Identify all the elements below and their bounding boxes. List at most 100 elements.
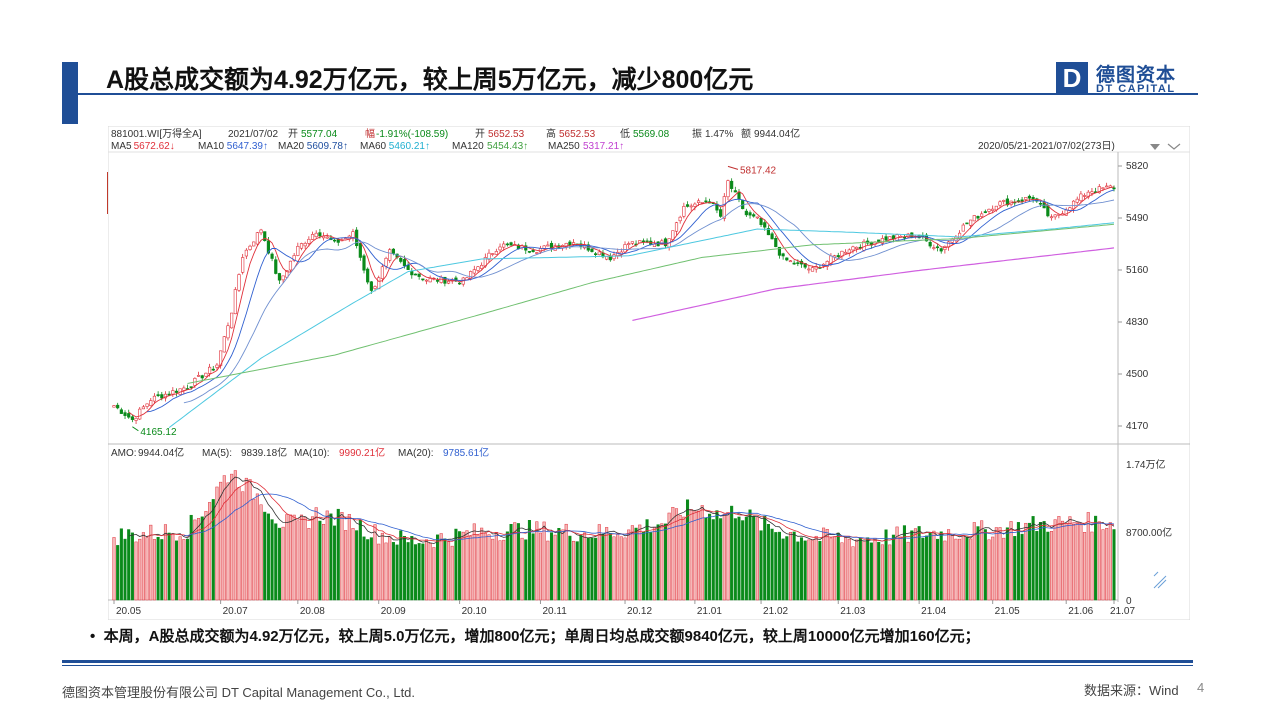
- volume-bar: [803, 540, 807, 601]
- candle-body: [1097, 186, 1101, 194]
- volume-bar: [531, 533, 535, 601]
- candle-body: [134, 417, 138, 421]
- volume-bar: [891, 534, 895, 601]
- candle-body: [171, 390, 175, 395]
- volume-bar: [1083, 532, 1087, 601]
- volume-bar: [461, 531, 465, 601]
- volume-bar: [711, 519, 715, 601]
- volume-bar: [325, 510, 329, 601]
- volume-bar: [799, 537, 804, 601]
- volume-bar: [1094, 515, 1098, 601]
- volume-bar: [656, 524, 660, 601]
- candle-body: [1031, 197, 1035, 200]
- candle-body: [200, 375, 204, 379]
- volume-bar: [965, 536, 969, 601]
- ma-legend-name: MA10: [198, 141, 225, 152]
- x-tick-label: 21.02: [763, 606, 788, 617]
- candle-body: [1090, 191, 1094, 194]
- candle-body: [531, 249, 535, 252]
- volume-bar: [344, 530, 348, 601]
- candle-body: [314, 232, 318, 238]
- volume-bar: [730, 505, 734, 601]
- amp-label: 振: [692, 127, 702, 140]
- volume-tick-label: 0: [1126, 596, 1132, 607]
- candle-body: [505, 243, 509, 246]
- ma-legend-value: 5317.21↑: [583, 141, 624, 152]
- candle-body: [487, 252, 491, 260]
- volume-bar: [667, 512, 671, 601]
- volume-bar: [480, 527, 484, 601]
- volume-bar: [546, 540, 550, 601]
- candle-body: [123, 412, 127, 416]
- volume-bar: [873, 537, 877, 601]
- volume-bar: [263, 511, 267, 601]
- volume-bar: [505, 531, 509, 601]
- candle-body: [417, 273, 421, 277]
- candle-body: [855, 246, 859, 250]
- volume-bar: [476, 534, 480, 601]
- candle-body: [961, 224, 965, 232]
- volume-bar: [788, 532, 793, 601]
- x-tick-label: 21.07: [1110, 606, 1135, 617]
- volume-bar: [715, 510, 719, 601]
- candle-body: [439, 276, 443, 283]
- candle-body: [149, 400, 153, 406]
- volume-bar: [119, 528, 123, 601]
- volume-bar: [1031, 516, 1035, 601]
- volume-bar: [1086, 512, 1090, 601]
- candle-body: [138, 408, 142, 420]
- volume-bar: [616, 533, 620, 601]
- volume-bar: [248, 479, 252, 601]
- volume-bar: [211, 499, 215, 601]
- amo-legend-value: 9944.04亿: [138, 446, 184, 459]
- volume-bar: [972, 522, 976, 601]
- amo-legend-name: MA(5):: [202, 448, 232, 459]
- volume-bar: [917, 526, 921, 601]
- volume-bar: [204, 511, 208, 601]
- volume-bar: [329, 513, 333, 601]
- candle-body: [1083, 195, 1087, 197]
- candle-body: [130, 416, 134, 420]
- candle-body: [980, 213, 984, 217]
- candle-body: [252, 241, 256, 247]
- header-code: 881001.WI[万得全A]: [111, 127, 202, 140]
- ma10-line: [147, 189, 1115, 413]
- volume-bar: [958, 538, 962, 601]
- candle-body: [722, 196, 726, 219]
- volume-bar: [520, 537, 524, 601]
- volume-bars: [112, 470, 1116, 601]
- volume-bar: [932, 530, 936, 601]
- volume-bar: [1057, 516, 1061, 601]
- volume-bar: [807, 539, 811, 601]
- candle-body: [274, 259, 278, 274]
- candle-body: [399, 257, 403, 262]
- volume-bar: [674, 508, 679, 601]
- candle-body: [119, 409, 123, 414]
- volume-bar: [671, 507, 675, 601]
- candle-body: [814, 266, 818, 270]
- candle-body: [726, 180, 730, 198]
- volume-bar: [678, 514, 682, 601]
- candle-body: [991, 208, 995, 211]
- candle-body: [281, 275, 285, 281]
- volume-bar: [810, 539, 815, 601]
- volume-bar: [1042, 521, 1046, 601]
- candle-body: [770, 233, 774, 240]
- candle-body: [641, 240, 645, 243]
- volume-bar: [560, 531, 565, 601]
- candle-body: [983, 211, 987, 213]
- footer-rule-thin: [62, 665, 1193, 666]
- volume-bar: [208, 502, 212, 601]
- logo-english-name: DT CAPITAL: [1096, 83, 1176, 95]
- candle-body: [752, 214, 756, 217]
- price-tick-label: 5490: [1126, 213, 1149, 224]
- volume-bar: [969, 538, 973, 601]
- volume-bar: [274, 523, 278, 601]
- volume-bar: [421, 543, 425, 601]
- amo-legend-value: 9839.18亿: [241, 446, 287, 459]
- volume-bar: [134, 541, 138, 601]
- volume-bar: [219, 481, 223, 601]
- summary-text: 本周，A股总成交额为4.92万亿元，较上周5.0万亿元，增加800亿元；单周日均…: [103, 628, 980, 645]
- candle-body: [612, 254, 616, 260]
- bullet-dot: •: [90, 628, 96, 645]
